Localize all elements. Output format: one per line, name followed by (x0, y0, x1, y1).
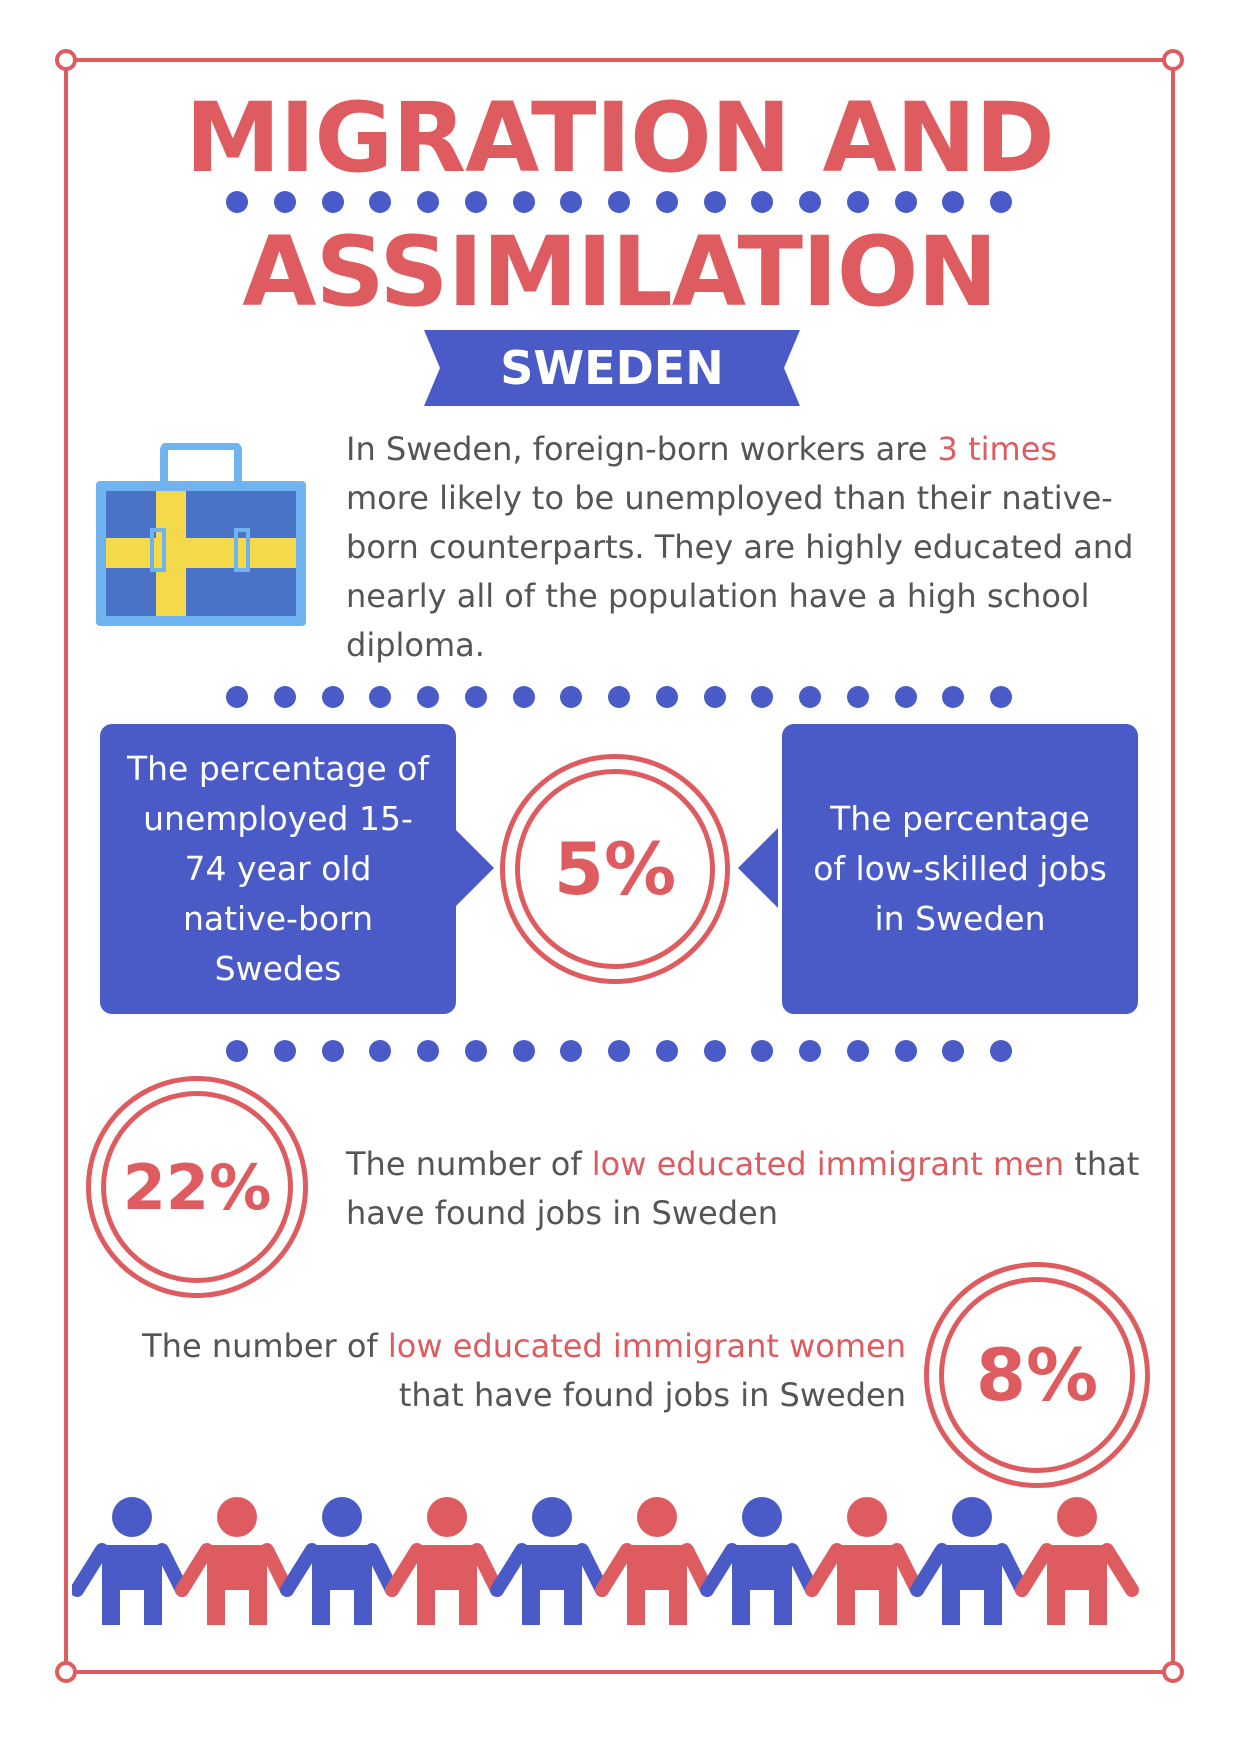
men-stat-circle (86, 1076, 308, 1298)
title-line-1: MIGRATION AND (185, 82, 1055, 194)
women-text-after: that have found jobs in Sweden (398, 1376, 906, 1414)
frame-top (66, 58, 1173, 62)
men-text-before: The number of (346, 1145, 592, 1183)
dot-divider-3 (226, 1040, 1012, 1062)
women-stat-value: 8% (939, 1277, 1135, 1473)
right-box-pointer (738, 828, 778, 908)
person-7-icon (700, 1497, 819, 1625)
people-chain-icon (72, 1497, 1139, 1625)
dot-divider-2 (226, 686, 1012, 708)
native-unemployed-text: The percentage of unemployed 15-74 year … (126, 749, 430, 988)
frame-corner-top-right (1162, 49, 1184, 71)
frame-corner-bottom-left (55, 1661, 77, 1683)
women-highlight: low educated immigrant women (387, 1327, 906, 1365)
intro-highlight: 3 times (937, 430, 1058, 468)
person-1-icon (72, 1497, 189, 1625)
title-line-2: ASSIMILATION (242, 216, 997, 328)
frame-right (1171, 60, 1175, 1672)
center-stat-value: 5% (515, 769, 715, 969)
country-banner: SWEDEN (424, 330, 800, 406)
men-text-after: that have found jobs in Sweden (346, 1145, 1140, 1232)
left-box-pointer (454, 828, 494, 908)
person-2-icon (175, 1497, 294, 1625)
banner-label: SWEDEN (500, 341, 724, 395)
low-skilled-text: The percentage of low-skilled jobs in Sw… (813, 799, 1107, 938)
person-4-icon (385, 1497, 504, 1625)
person-5-icon (490, 1497, 609, 1625)
intro-paragraph: In Sweden, foreign-born workers are 3 ti… (346, 425, 1146, 670)
frame-bottom (66, 1670, 1173, 1674)
women-text-before: The number of (142, 1327, 388, 1365)
low-skilled-box: The percentage of low-skilled jobs in Sw… (782, 724, 1138, 1014)
frame-left (64, 60, 68, 1672)
native-unemployed-box: The percentage of unemployed 15-74 year … (100, 724, 456, 1014)
center-stat-circle (500, 754, 730, 984)
intro-text-after: more likely to be unemployed than their … (346, 479, 1134, 664)
person-3-icon (280, 1497, 399, 1625)
dot-divider-1 (226, 191, 1012, 213)
women-stat-circle (924, 1262, 1150, 1488)
sweden-briefcase-icon (96, 442, 306, 626)
person-9-icon (910, 1497, 1029, 1625)
men-stat-value: 22% (101, 1091, 293, 1283)
person-10-icon (1015, 1497, 1139, 1625)
men-highlight: low educated immigrant men (591, 1145, 1065, 1183)
frame-corner-top-left (55, 49, 77, 71)
person-8-icon (805, 1497, 924, 1625)
women-stat-text: The number of low educated immigrant wom… (86, 1322, 906, 1420)
frame-corner-bottom-right (1162, 1661, 1184, 1683)
person-6-icon (595, 1497, 714, 1625)
intro-text-before: In Sweden, foreign-born workers are (346, 430, 938, 468)
men-stat-text: The number of low educated immigrant men… (346, 1140, 1146, 1238)
